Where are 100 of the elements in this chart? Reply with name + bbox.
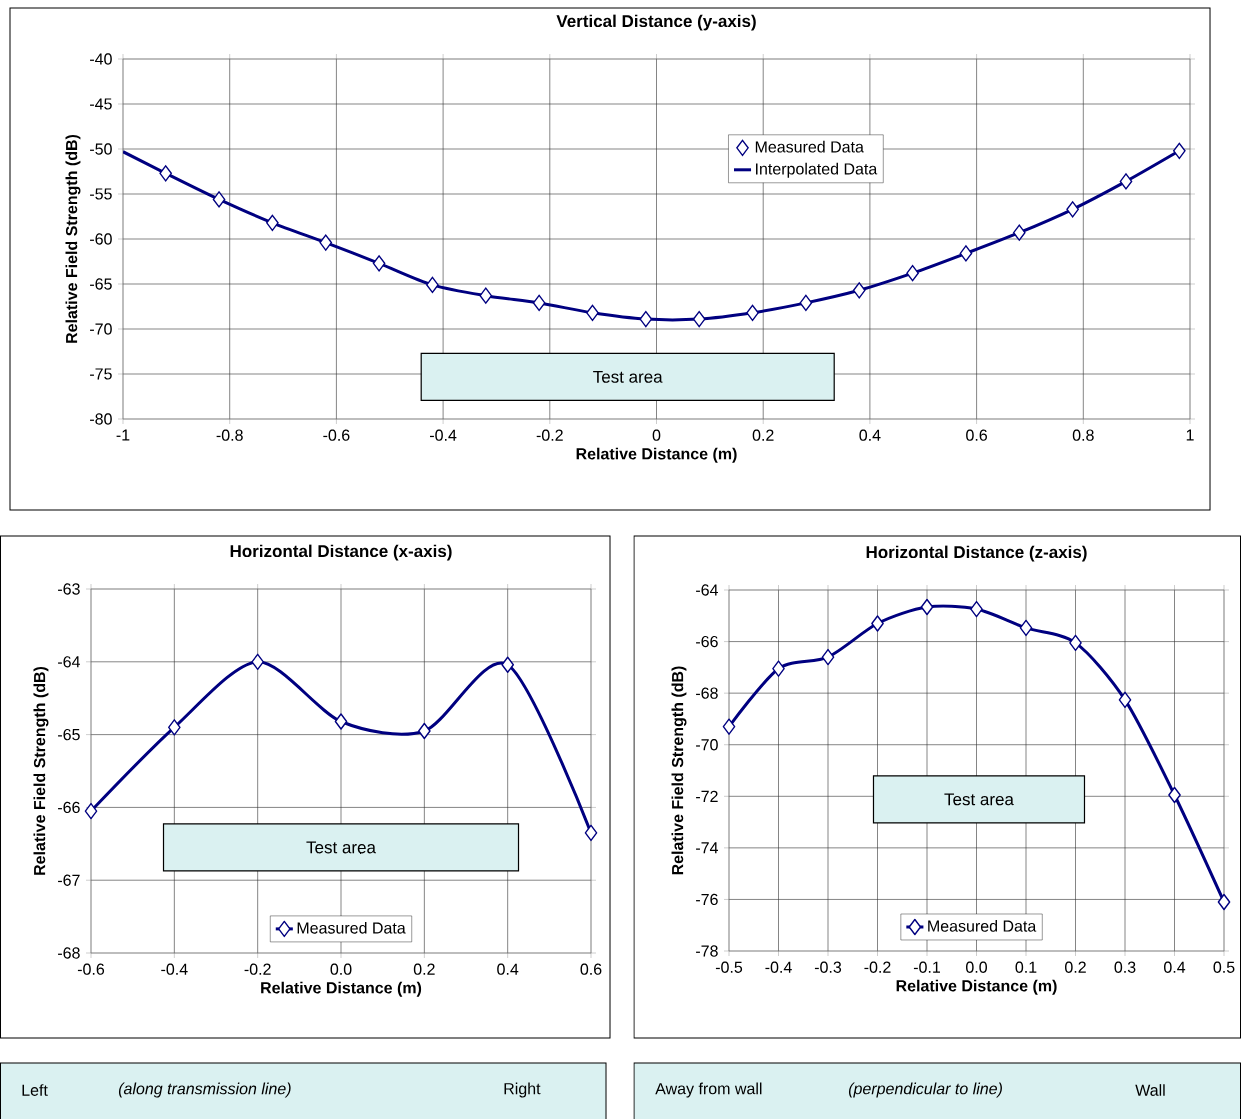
- text: (perpendicular to line): [848, 1082, 1002, 1098]
- y-tick-label: -40: [90, 53, 112, 65]
- point: [959, 245, 973, 262]
- y-tick-label: -63: [58, 583, 80, 595]
- x-tick-label: 0.0: [966, 961, 987, 973]
- y-tick-label: -50: [90, 143, 112, 155]
- x-tick-label: 0.2: [413, 963, 435, 975]
- x-tick-label: 0.8: [1072, 429, 1094, 441]
- x-tick-label: 0.5: [1213, 961, 1235, 973]
- point: [1119, 173, 1133, 190]
- y-tick-label: -78: [696, 945, 718, 957]
- point: [1066, 201, 1079, 218]
- x-tick-label: 0.0: [330, 963, 352, 975]
- text: Left: [22, 1084, 48, 1096]
- y-tick-label: -80: [90, 413, 112, 425]
- x-tick-label: 0.4: [1164, 961, 1186, 973]
- point: [1069, 634, 1082, 652]
- point: [212, 191, 226, 208]
- point: [970, 600, 983, 618]
- point: [479, 287, 493, 304]
- y-tick-label: -67: [58, 874, 80, 886]
- y-tick-label: -65: [90, 278, 112, 290]
- point: [586, 304, 599, 321]
- y-tick-label: -75: [90, 368, 112, 380]
- y-tick-label: -45: [90, 98, 112, 110]
- x-tick-label: 0: [652, 429, 661, 441]
- text: Away from wall: [655, 1082, 762, 1098]
- point: [266, 214, 279, 231]
- x-tick-label: 0.2: [1065, 961, 1086, 973]
- legend-label: Measured Data: [928, 919, 1037, 932]
- x-tick-label: -1: [116, 429, 130, 441]
- y-tick-label: -65: [58, 728, 80, 741]
- point: [501, 656, 515, 673]
- x-axis-title: Relative Distance (m): [261, 981, 422, 997]
- y-tick-label: -74: [696, 842, 718, 854]
- x-tick-label: -0.6: [77, 963, 105, 975]
- x-tick-label: 0.1: [1015, 961, 1037, 973]
- point: [84, 802, 98, 820]
- point: [906, 265, 919, 282]
- point: [746, 304, 759, 321]
- chart-title: Horizontal Distance (z-axis): [866, 545, 1087, 562]
- x-axis-title: Relative Distance (m): [576, 447, 737, 463]
- text: (along transmission line): [118, 1082, 291, 1098]
- annotation: Test area: [306, 841, 376, 854]
- point: [372, 255, 386, 272]
- y-tick-label: -70: [696, 739, 718, 751]
- legend-label: Measured Data: [297, 921, 406, 934]
- x-tick-label: 0.6: [966, 429, 988, 441]
- point: [319, 234, 333, 251]
- point: [1012, 224, 1026, 241]
- point: [159, 165, 173, 182]
- point: [639, 310, 653, 328]
- y-tick-label: -72: [696, 790, 718, 802]
- chart-title: Horizontal Distance (x-axis): [230, 544, 452, 561]
- point: [1173, 142, 1186, 159]
- legend-label: Measured Data: [755, 140, 864, 153]
- point: [821, 648, 835, 666]
- x-tick-label: -0.4: [161, 963, 188, 975]
- x-tick-label: -0.6: [323, 429, 350, 441]
- text: Wall: [1135, 1084, 1165, 1096]
- x-tick-label: -0.4: [765, 961, 792, 973]
- annotation: Test area: [593, 370, 663, 383]
- legend-label: Interpolated Data: [756, 162, 878, 178]
- y-tick-label: -68: [696, 687, 718, 699]
- point: [920, 598, 934, 616]
- y-tick-label: -68: [58, 947, 80, 959]
- point: [584, 824, 598, 842]
- point: [532, 294, 546, 312]
- y-tick-label: -55: [90, 188, 112, 200]
- x-tick-label: 0.4: [497, 963, 519, 975]
- chart-title: Vertical Distance (y-axis): [556, 14, 756, 31]
- x-tick-label: 0.3: [1114, 961, 1136, 973]
- point: [1019, 619, 1033, 637]
- x-tick-label: -0.2: [536, 429, 563, 441]
- point: [168, 719, 181, 736]
- x-tick-label: -0.5: [715, 961, 743, 973]
- y-tick-label: -70: [90, 323, 112, 335]
- point: [334, 713, 348, 730]
- x-tick-label: -0.4: [430, 429, 457, 441]
- point: [418, 722, 431, 740]
- y-tick-label: -76: [696, 893, 718, 906]
- text: Right: [504, 1082, 541, 1098]
- point: [426, 276, 439, 294]
- point: [1217, 893, 1231, 911]
- y-tick-label: -64: [58, 656, 80, 668]
- point: [1168, 786, 1181, 804]
- point: [772, 660, 785, 677]
- point: [799, 294, 813, 312]
- point: [722, 718, 736, 735]
- point: [871, 615, 884, 632]
- x-tick-label: -0.3: [814, 961, 842, 973]
- point: [251, 653, 264, 671]
- y-axis-title: Relative Field Strength (dB): [65, 134, 81, 343]
- y-tick-label: -66: [58, 801, 80, 814]
- x-tick-label: 1: [1186, 429, 1194, 441]
- y-axis-title: Relative Field Strength (dB): [671, 666, 687, 875]
- x-tick-label: 0.6: [580, 963, 602, 975]
- y-tick-label: -64: [696, 584, 718, 596]
- x-tick-label: -0.1: [913, 961, 941, 973]
- x-tick-label: -0.8: [216, 429, 243, 441]
